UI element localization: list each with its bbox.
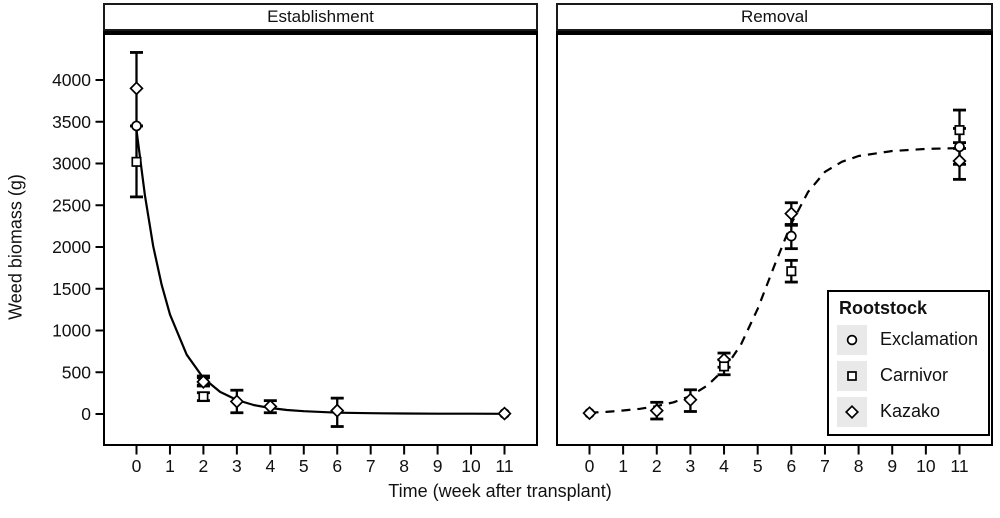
x-tick-label: 5 (753, 456, 763, 476)
legend-item-kazako: Kazako (837, 394, 980, 429)
x-tick-label: 5 (299, 456, 309, 476)
x-tick-label: 8 (854, 456, 864, 476)
legend-label-kazako: Kazako (880, 401, 941, 421)
data-point-circle (131, 120, 142, 132)
data-point-square (131, 156, 142, 167)
x-tick-label: 3 (686, 456, 696, 476)
y-tick-label: 3000 (52, 154, 91, 174)
legend-key-carnivor (837, 360, 867, 391)
fit-curve-dashed (589, 147, 960, 414)
y-tick-label: 1000 (52, 321, 91, 341)
y-tick-label: 3500 (52, 112, 91, 132)
legend-item-carnivor: Carnivor (837, 358, 980, 393)
x-axis-title: Time (week after transplant) (388, 481, 612, 501)
data-point-square (718, 361, 730, 372)
legend-key-kazako (837, 396, 867, 427)
data-point-diamond (330, 403, 345, 418)
y-tick-label: 2000 (52, 237, 91, 257)
y-tick-label: 0 (81, 404, 91, 424)
y-tick-label: 2500 (52, 195, 91, 215)
x-tick-label: 9 (887, 456, 897, 476)
x-tick-label: 7 (366, 456, 376, 476)
x-tick-label: 11 (495, 456, 513, 476)
panel-establishment (103, 31, 538, 446)
x-tick-label: 0 (132, 456, 142, 476)
data-point-square (198, 391, 209, 402)
x-tick-label: 0 (585, 456, 595, 476)
fit-curve-solid (135, 129, 505, 415)
data-point-square (786, 266, 797, 277)
x-tick-label: 2 (199, 456, 209, 476)
data-point-diamond (129, 81, 144, 96)
x-tick-label: 7 (820, 456, 830, 476)
y-axis-title: Weed biomass (g) (5, 174, 26, 320)
legend-item-exclamation: Exclamation (837, 322, 980, 357)
x-tick-label: 1 (165, 456, 175, 476)
data-point-diamond (683, 392, 698, 407)
data-point-diamond (263, 399, 278, 414)
data-point-diamond (582, 406, 597, 421)
x-tick-label: 11 (950, 456, 968, 476)
square-marker-icon (847, 370, 857, 381)
diamond-marker-icon (844, 404, 860, 419)
data-point-circle (954, 141, 965, 153)
legend-key-exclamation (837, 324, 867, 355)
data-point-diamond (497, 406, 512, 421)
x-tick-label: 1 (618, 456, 628, 476)
strip-removal: Removal (556, 3, 993, 31)
strip-establishment: Establishment (103, 3, 538, 31)
x-tick-label: 4 (719, 456, 729, 476)
data-point-diamond (196, 374, 211, 389)
y-tick-label: 4000 (52, 70, 91, 90)
panel-title-establishment: Establishment (267, 7, 374, 26)
legend-label-carnivor: Carnivor (880, 365, 949, 385)
data-point-square (954, 125, 965, 136)
x-tick-label: 3 (232, 456, 242, 476)
x-tick-label: 10 (461, 456, 481, 476)
panel-title-removal: Removal (740, 7, 809, 26)
circle-marker-icon (846, 334, 858, 345)
data-point-diamond (952, 153, 967, 169)
data-point-diamond (229, 394, 244, 409)
x-tick-label: 8 (399, 456, 409, 476)
y-tick-label: 500 (62, 362, 91, 382)
data-point-diamond (784, 206, 799, 221)
legend-label-exclamation: Exclamation (880, 329, 979, 349)
legend-title: Rootstock (839, 298, 928, 318)
data-point-circle (785, 230, 797, 242)
x-tick-label: 2 (652, 456, 662, 476)
x-tick-label: 10 (916, 456, 936, 476)
x-tick-label: 6 (786, 456, 796, 476)
legend-rootstock: Rootstock Exclamation Carnivor (827, 290, 990, 436)
x-tick-label: 4 (265, 456, 275, 476)
data-point-diamond (649, 403, 664, 418)
x-tick-label: 9 (433, 456, 443, 476)
x-tick-label: 6 (332, 456, 342, 476)
y-tick-label: 1500 (52, 279, 91, 299)
